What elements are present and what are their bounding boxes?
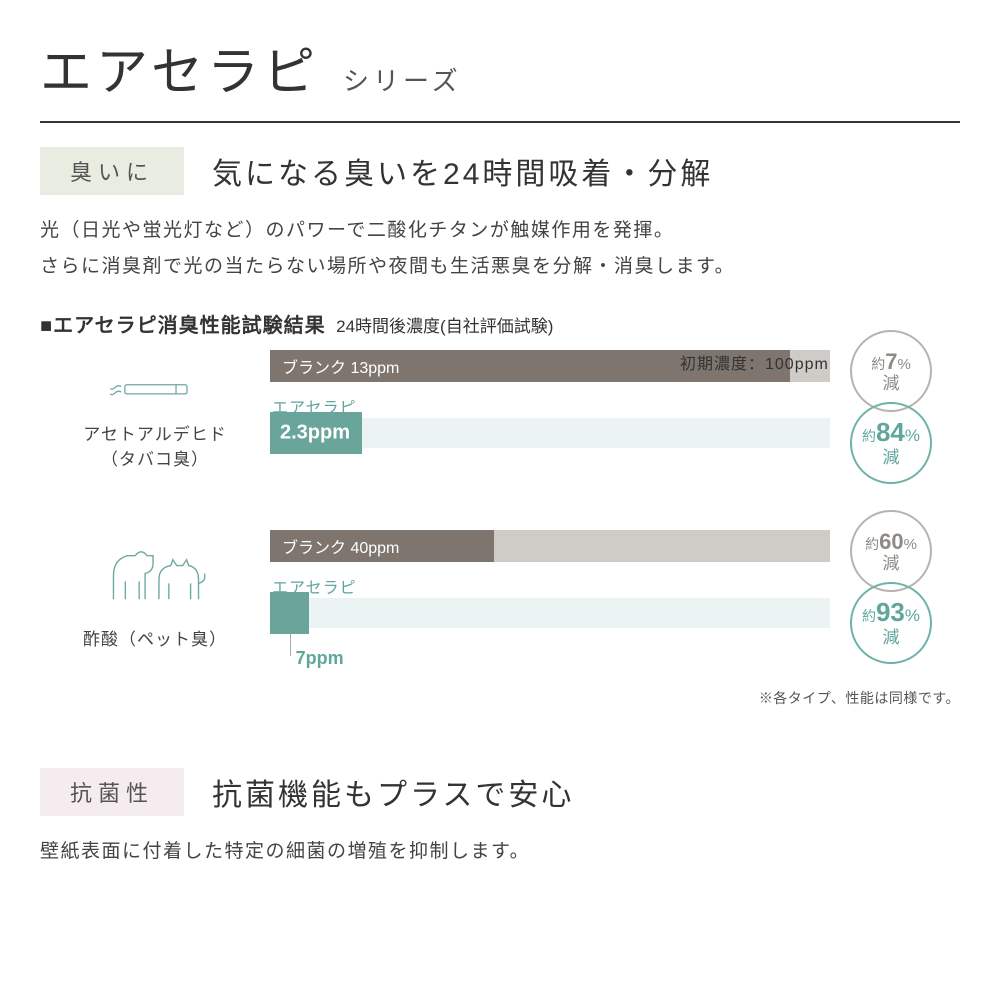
reduction-arrow xyxy=(270,592,830,634)
reduction-badge-therapy: 約93%減 xyxy=(850,582,932,664)
chart-group: 酢酸（ペット臭） ブランク 40ppmエアセラピ 7ppm約60%減約93%減 xyxy=(40,530,960,680)
reduction-badge-blank: 約7%減 xyxy=(850,330,932,412)
anti-tag: 抗菌性 xyxy=(40,768,184,816)
pet-icon xyxy=(95,530,215,619)
chart-block: 初期濃度：14ppm アセトアルデヒド（タバコ臭） ブランク 13ppmエアセラ… xyxy=(40,350,960,708)
value-leader-line xyxy=(290,634,291,656)
chart-title: ■エアセラピ消臭性能試験結果 xyxy=(40,315,326,337)
odor-headline: 気になる臭いを24時間吸着・分解 xyxy=(212,149,713,193)
anti-body: 壁紙表面に付着した特定の細菌の増殖を抑制します。 xyxy=(40,834,960,870)
cigarette-icon xyxy=(100,350,210,414)
title-sub: シリーズ xyxy=(343,61,462,98)
blank-bar-fill: ブランク 40ppm xyxy=(270,530,494,562)
odor-tag: 臭いに xyxy=(40,147,184,195)
odor-body-line2: さらに消臭剤で光の当たらない場所や夜間も生活悪臭を分解・消臭します。 xyxy=(40,256,735,277)
title-rule xyxy=(40,121,960,123)
anti-section-header: 抗菌性 抗菌機能もプラスで安心 xyxy=(40,768,960,816)
odor-section-header: 臭いに 気になる臭いを24時間吸着・分解 xyxy=(40,147,960,195)
title-main: エアセラピ xyxy=(40,30,319,105)
reduction-badge-blank: 約60%減 xyxy=(850,510,932,592)
blank-bar-track: ブランク 40ppm xyxy=(270,530,830,562)
chart-footnote: ※各タイプ、性能は同様です。 xyxy=(40,688,960,708)
chart-icon-caption: 酢酸（ペット臭） xyxy=(83,625,227,650)
therapy-bar-fill xyxy=(270,592,309,634)
chart-icon-column: アセトアルデヒド（タバコ臭） xyxy=(40,350,270,470)
therapy-bar-track: 2.3ppm xyxy=(270,412,830,454)
initial-concentration-label: 初期濃度：100ppm xyxy=(680,350,829,374)
anti-headline: 抗菌機能もプラスで安心 xyxy=(212,770,574,814)
odor-body-line1: 光（日光や蛍光灯など）のパワーで二酸化チタンが触媒作用を発揮。 xyxy=(40,220,674,241)
chart-icon-column: 酢酸（ペット臭） xyxy=(40,530,270,650)
therapy-value: 2.3ppm xyxy=(280,422,350,445)
reduction-badge-therapy: 約84%減 xyxy=(850,402,932,484)
therapy-bar-track xyxy=(270,592,830,634)
chart-title-sub: 24時間後濃度(自社評価試験) xyxy=(336,317,553,336)
therapy-value: 7ppm xyxy=(296,648,344,669)
title-row: エアセラピ シリーズ xyxy=(40,30,960,105)
chart-title-row: ■エアセラピ消臭性能試験結果 24時間後濃度(自社評価試験) xyxy=(40,309,960,338)
odor-body: 光（日光や蛍光灯など）のパワーで二酸化チタンが触媒作用を発揮。 さらに消臭剤で光… xyxy=(40,213,960,285)
chart-icon-caption: アセトアルデヒド（タバコ臭） xyxy=(83,420,227,470)
